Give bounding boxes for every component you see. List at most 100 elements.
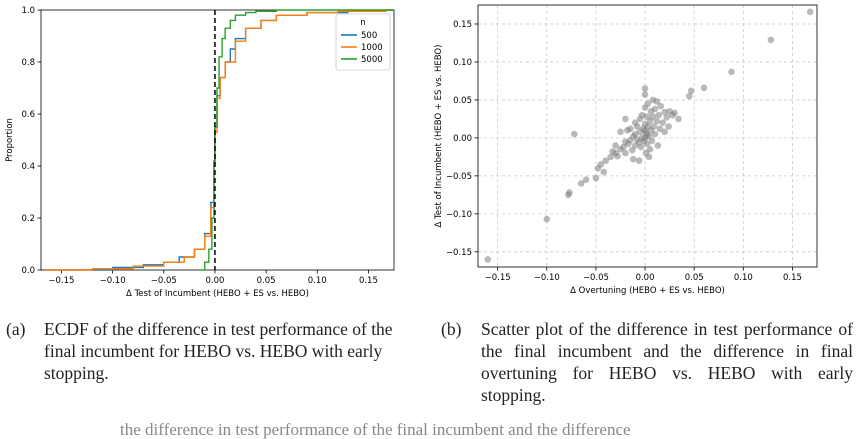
legend-box (335, 13, 391, 71)
scatter-point (607, 153, 614, 161)
scatter-point (641, 91, 649, 98)
a-ytick-label-0: 0.0 (21, 266, 35, 276)
scatter-point (687, 87, 695, 95)
scatter-point (650, 123, 658, 130)
scatter-point (659, 119, 667, 127)
scatter-point (643, 131, 651, 139)
a-axes-frame (40, 9, 395, 271)
b-ytick-label-5: 0.10 (453, 58, 472, 68)
caption-b-label: (b) (441, 319, 462, 339)
b-xtick-label-3: 0.00 (636, 273, 655, 283)
scatter-point (648, 137, 656, 145)
caption-b-text: Scatter plot of the difference in test p… (481, 319, 853, 405)
b-ytick-label-1: −0.10 (446, 210, 472, 220)
scatter-point (656, 125, 664, 133)
scatter-point (582, 176, 590, 183)
ecdf-chart: −0.15 −0.10 −0.05 0.00 0.05 0.10 0.15 0.0 0.2 0.4… (5, 6, 395, 299)
scatter-point (657, 102, 665, 110)
b-xtick-label-4: 0.05 (685, 273, 704, 283)
scatter-point (600, 168, 608, 176)
a-x-axis-label: Δ Test of Incumbent (HEBO + ES vs. HEBO) (126, 289, 309, 299)
a-xtick-label-3: 0.00 (205, 276, 224, 286)
scatter-point (622, 115, 629, 123)
scatter-point (661, 128, 668, 136)
a-ytick-label-1: 0.2 (21, 214, 35, 224)
scatter-point (641, 85, 649, 92)
scatter-point (644, 100, 652, 108)
scatter-point (577, 180, 585, 187)
scatter-point (671, 109, 678, 117)
b-axes-frame (477, 4, 818, 268)
scatter-point (566, 189, 573, 196)
b-ytick-label-4: 0.05 (453, 96, 472, 106)
b-xtick-label-6: 0.15 (783, 273, 802, 283)
a-y-axis-label: Proportion (5, 118, 15, 162)
scatter-point (627, 125, 634, 133)
scatter-point (675, 115, 682, 123)
scatter-point (728, 68, 735, 76)
b-xtick-label-2: −0.05 (583, 273, 609, 283)
scatter-point (570, 130, 578, 138)
scatter-point (651, 105, 659, 113)
scatter-point (654, 142, 662, 149)
scatter-point (649, 113, 657, 120)
a-ytick-label-3: 0.6 (21, 110, 35, 120)
scatter-point (637, 143, 645, 151)
scatter-point (663, 114, 670, 121)
legend-title: n (360, 18, 365, 28)
caption-a-text: ECDF of the difference in test performan… (44, 319, 393, 383)
scatter-point (653, 117, 661, 125)
a-ytick-label-2: 0.4 (21, 162, 35, 172)
a-xtick-label-1: −0.10 (100, 276, 126, 286)
a-xtick-label-6: 0.15 (359, 276, 378, 286)
legend-label-1000: 1000 (361, 43, 383, 53)
b-ytick-label-2: −0.05 (446, 172, 472, 182)
scatter-point (631, 130, 639, 138)
a-xtick-label-4: 0.05 (257, 276, 276, 286)
caption-b: (b) Scatter plot of the difference in te… (441, 318, 853, 406)
a-ytick-label-4: 0.8 (21, 58, 35, 68)
scatter-point (651, 130, 659, 138)
scatter-point (767, 36, 775, 44)
a-xtick-label-0: −0.15 (48, 276, 74, 286)
scatter-point (645, 153, 653, 161)
a-xtick-label-5: 0.10 (308, 276, 327, 286)
b-ytick-label-6: 0.15 (453, 20, 472, 30)
b-ytick-label-3: 0.00 (453, 134, 472, 144)
scatter-point (685, 92, 693, 100)
scatter-point (646, 145, 654, 153)
scatter-point (597, 161, 605, 168)
scatter-point (635, 157, 643, 164)
b-xtick-label-0: −0.15 (485, 273, 511, 283)
scatter-point (629, 155, 637, 163)
scatter-point (700, 84, 708, 92)
b-xtick-label-5: 0.10 (734, 273, 753, 283)
scatter-point (617, 128, 624, 136)
figure-caption-partial: the difference in test performance of th… (120, 420, 631, 439)
scatter-point (620, 143, 627, 151)
caption-a: (a) ECDF of the difference in test perfo… (6, 318, 416, 384)
b-y-axis-label: Δ Test of Incumbent (HEBO + ES vs. HEBO) (434, 45, 444, 228)
legend-label-500: 500 (361, 31, 377, 41)
ecdf-line-5000 (199, 9, 394, 271)
scatter-point (665, 123, 672, 130)
scatter-point (655, 111, 663, 119)
b-x-axis-label: Δ Overtuning (HEBO + ES vs. HEBO) (570, 286, 725, 296)
scatter-point (661, 108, 668, 116)
scatter-point (484, 256, 492, 263)
scatter-point (622, 149, 629, 157)
scatter-point (806, 8, 814, 16)
scatter-chart: −0.15 −0.10 −0.05 0.00 0.05 0.10 0.15 −0.15 −0.1… (434, 4, 818, 296)
scatter-point (633, 123, 641, 130)
caption-a-label: (a) (6, 319, 26, 339)
scatter-point (543, 215, 551, 223)
scatter-point (592, 174, 600, 182)
a-ytick-label-5: 1.0 (21, 6, 35, 16)
b-xtick-label-1: −0.10 (534, 273, 560, 283)
scatter-point (602, 157, 610, 164)
scatter-point (614, 152, 621, 160)
scatter-point (612, 142, 619, 149)
a-xtick-label-2: −0.05 (151, 276, 177, 286)
scatter-point (643, 140, 651, 148)
